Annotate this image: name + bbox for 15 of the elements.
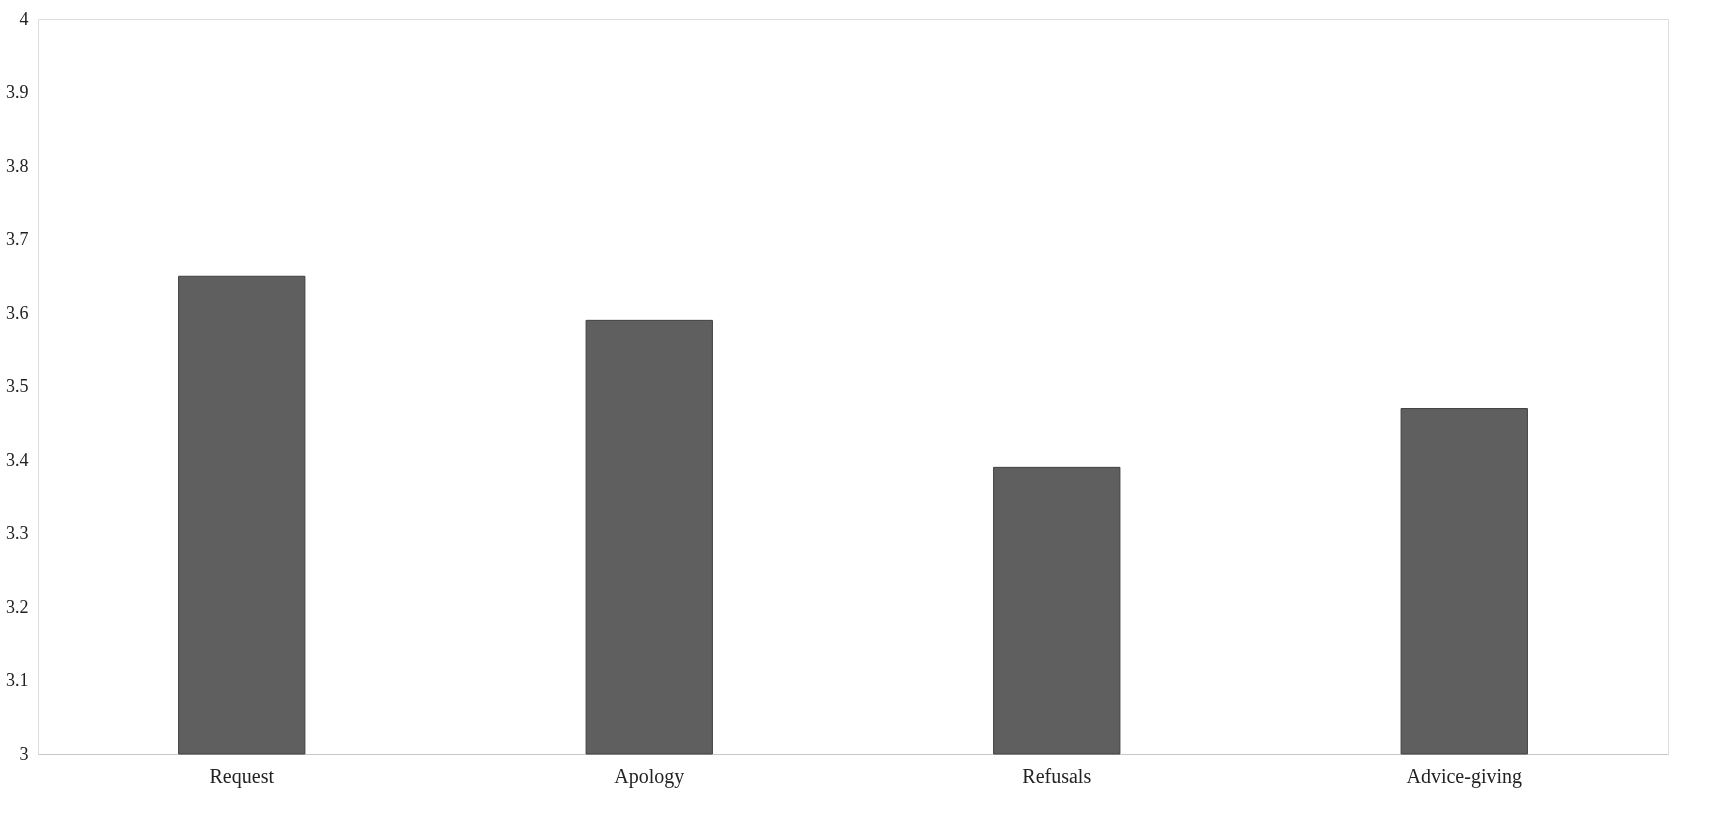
y-tick-label: 3.9 — [6, 82, 29, 102]
x-tick-label: Advice-giving — [1406, 764, 1523, 788]
x-tick-label: Apology — [614, 764, 685, 788]
y-tick-label: 3.1 — [6, 670, 29, 690]
y-tick-label: 3.6 — [6, 302, 29, 323]
y-tick-label: 3.5 — [6, 376, 29, 396]
y-tick-label: 3.7 — [6, 229, 29, 249]
x-tick-label: Refusals — [1022, 764, 1092, 787]
y-tick-label: 3.2 — [6, 596, 29, 617]
y-tick-label: 3 — [19, 743, 29, 764]
y-tick-label: 3.3 — [6, 523, 29, 543]
y-tick-label: 4 — [19, 8, 29, 29]
y-tick-label: 3.8 — [6, 155, 29, 176]
x-tick-label: Request — [209, 764, 275, 788]
y-tick-label: 3.4 — [6, 449, 29, 470]
